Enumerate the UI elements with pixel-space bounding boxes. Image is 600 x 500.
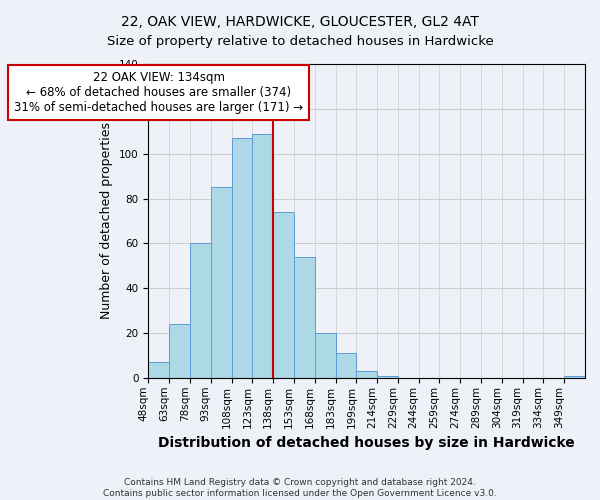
- Bar: [335, 353, 356, 378]
- Text: 22, OAK VIEW, HARDWICKE, GLOUCESTER, GL2 4AT: 22, OAK VIEW, HARDWICKE, GLOUCESTER, GL2…: [121, 15, 479, 29]
- Bar: [315, 333, 335, 378]
- Text: Size of property relative to detached houses in Hardwicke: Size of property relative to detached ho…: [107, 35, 493, 48]
- Bar: [564, 376, 585, 378]
- Bar: [232, 138, 253, 378]
- Bar: [253, 134, 273, 378]
- Bar: [211, 188, 232, 378]
- Text: 22 OAK VIEW: 134sqm
← 68% of detached houses are smaller (374)
31% of semi-detac: 22 OAK VIEW: 134sqm ← 68% of detached ho…: [14, 70, 304, 114]
- Bar: [190, 244, 211, 378]
- Bar: [169, 324, 190, 378]
- Y-axis label: Number of detached properties: Number of detached properties: [100, 122, 113, 320]
- Bar: [273, 212, 294, 378]
- Bar: [294, 257, 315, 378]
- X-axis label: Distribution of detached houses by size in Hardwicke: Distribution of detached houses by size …: [158, 436, 575, 450]
- Text: Contains HM Land Registry data © Crown copyright and database right 2024.
Contai: Contains HM Land Registry data © Crown c…: [103, 478, 497, 498]
- Bar: [356, 371, 377, 378]
- Bar: [377, 376, 398, 378]
- Bar: [148, 362, 169, 378]
